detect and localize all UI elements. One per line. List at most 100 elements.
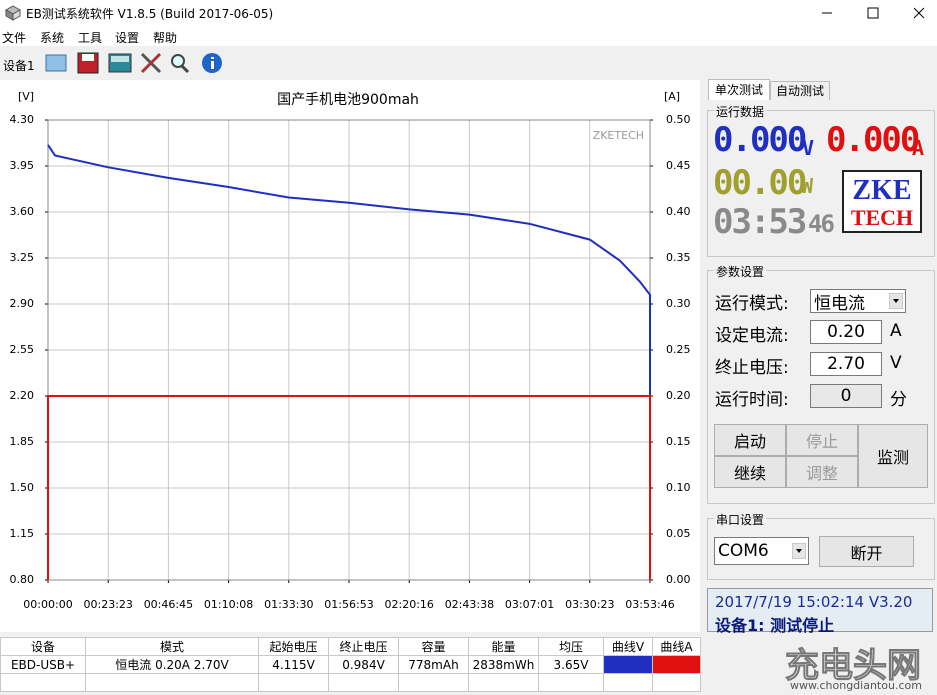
logo-text: TECH: [850, 205, 914, 230]
menu-item[interactable]: 文件: [2, 31, 27, 45]
tab[interactable]: 单次测试: [708, 79, 770, 100]
header-cell: 曲线V: [603, 637, 653, 656]
x-tick-label: 00:00:00: [23, 598, 72, 611]
chart-background: [0, 80, 700, 632]
voltage-input[interactable]: 2.70: [810, 352, 882, 376]
x-tick-label: 01:56:53: [324, 598, 373, 611]
tab-strip: 单次测试 自动测试: [705, 79, 937, 101]
current-input[interactable]: 0.20: [810, 320, 882, 344]
device-selector[interactable]: 设备1: [3, 59, 35, 73]
cell: 2838mWh: [468, 655, 539, 674]
window-controls[interactable]: [800, 0, 937, 26]
unit: V: [890, 353, 902, 373]
y2-tick-label: 0.35: [666, 251, 691, 264]
param-label: 设定电流:: [715, 326, 789, 346]
cell: 778mAh: [398, 655, 469, 674]
y-tick-label: 3.60: [10, 205, 35, 218]
y2-tick-label: 0.25: [666, 343, 691, 356]
table-row: [0, 673, 701, 692]
x-tick-label: 03:07:01: [505, 598, 554, 611]
y-tick-label: 2.90: [10, 297, 35, 310]
time-display: 03:53: [713, 202, 807, 242]
y2-tick-label: 0.50: [666, 113, 691, 126]
menu-item[interactable]: 帮助: [153, 31, 178, 45]
time-input[interactable]: 0: [810, 384, 882, 408]
unit: 分: [890, 390, 907, 410]
cell: 恒电流 0.20A 2.70V: [85, 655, 259, 674]
stop-button[interactable]: 停止: [786, 424, 858, 456]
voltage-unit: V: [802, 136, 814, 160]
time-seconds: 46: [808, 210, 835, 238]
series-line: [47, 395, 651, 580]
y-tick-label: 1.85: [10, 435, 35, 448]
status-panel: 2017/7/19 15:02:14 V3.20 设备1: 测试停止: [707, 588, 933, 635]
menu-bar: 文件 系统 工具 设置 帮助: [0, 26, 937, 46]
x-tick-label: 00:46:45: [144, 598, 193, 611]
mode-select[interactable]: 恒电流: [810, 289, 906, 314]
menu-item[interactable]: 系统: [40, 31, 65, 45]
logo-text: ZKE: [852, 175, 912, 206]
table-header: 设备 模式 起始电压 终止电压 容量 能量 均压 曲线V 曲线A: [0, 637, 701, 656]
y2-tick-label: 0.00: [666, 573, 691, 586]
cell: 4.115V: [258, 655, 329, 674]
y2-tick-label: 0.40: [666, 205, 691, 218]
curve-color[interactable]: [652, 655, 701, 674]
header-cell: 模式: [85, 637, 259, 656]
status-state: 设备1: 测试停止: [715, 616, 835, 635]
x-tick-label: 03:53:46: [625, 598, 674, 611]
tab[interactable]: 自动测试: [770, 81, 830, 100]
logo: ZKE TECH: [842, 170, 922, 233]
header-cell: 设备: [0, 637, 86, 656]
current-display: 0.000: [826, 120, 920, 160]
x-tick-label: 03:30:23: [565, 598, 614, 611]
current-unit: A: [912, 136, 924, 160]
app-icon: [5, 5, 21, 21]
y2-tick-label: 0.20: [666, 389, 691, 402]
header-cell: 曲线A: [652, 637, 701, 656]
result-table: 设备 模式 起始电压 终止电压 容量 能量 均压 曲线V 曲线A EBD-USB…: [0, 637, 701, 692]
group-label: 参数设置: [714, 263, 767, 280]
group-label: 串口设置: [714, 511, 767, 528]
param-label: 运行时间:: [715, 390, 789, 410]
continue-button[interactable]: 继续: [714, 456, 786, 488]
curve-color[interactable]: [603, 655, 653, 674]
run-data-group: 运行数据: [707, 103, 935, 257]
start-button[interactable]: 启动: [714, 424, 786, 456]
disconnect-button[interactable]: 断开: [819, 536, 914, 567]
cell: EBD-USB+: [0, 655, 86, 674]
table-row[interactable]: EBD-USB+ 恒电流 0.20A 2.70V 4.115V 0.984V 7…: [0, 655, 701, 674]
menu-item[interactable]: 工具: [78, 31, 103, 45]
toolbar-icons[interactable]: [40, 50, 230, 76]
y2-tick-label: 0.05: [666, 527, 691, 540]
watermark-url: www.chongdiantou.com: [790, 679, 922, 692]
params-group: 参数设置: [707, 263, 935, 504]
unit: A: [890, 321, 902, 341]
serial-group: 串口设置: [707, 511, 935, 580]
title-bar: EB测试系统软件 V1.8.5 (Build 2017-06-05): [0, 0, 937, 26]
x-tick-label: 02:43:38: [445, 598, 494, 611]
y2-tick-label: 0.15: [666, 435, 691, 448]
y-tick-label: 3.25: [10, 251, 35, 264]
chart-title: 国产手机电池900mah: [277, 92, 419, 108]
select-value: 恒电流: [814, 293, 865, 314]
series-line: [47, 144, 651, 556]
select-value: COM6: [718, 541, 769, 561]
adjust-button[interactable]: 调整: [786, 456, 858, 488]
monitor-button[interactable]: 监测: [858, 424, 928, 488]
chart: 国产手机电池900mah [V] [A] ZKETECH 0.80 1.15 1.5…: [0, 80, 700, 632]
status-time: 2017/7/19 15:02:14 V3.20: [715, 593, 913, 611]
port-select[interactable]: COM6: [714, 537, 809, 565]
voltage-display: 0.000: [713, 120, 807, 160]
y-tick-label: 4.30: [10, 113, 35, 126]
group-label: 运行数据: [714, 103, 767, 120]
power-display: 00.00: [713, 163, 807, 203]
x-tick-label: 01:33:30: [264, 598, 313, 611]
x-tick-label: 00:23:23: [84, 598, 133, 611]
param-label: 运行模式:: [715, 294, 789, 314]
y2-tick-label: 0.10: [666, 481, 691, 494]
param-label: 终止电压:: [715, 358, 789, 378]
menu-item[interactable]: 设置: [115, 31, 140, 45]
toolbar: 设备1: [0, 47, 937, 78]
x-tick-label: 01:10:08: [204, 598, 253, 611]
